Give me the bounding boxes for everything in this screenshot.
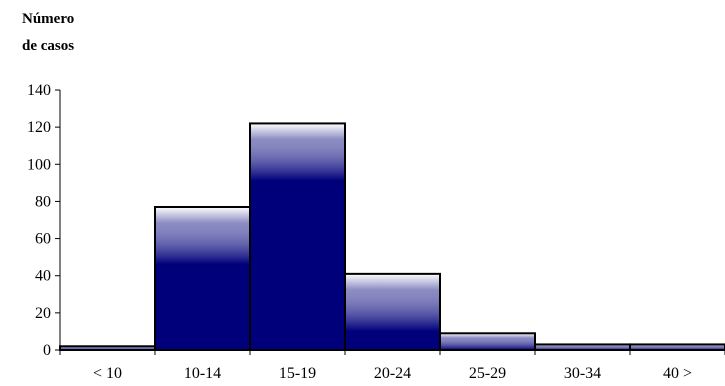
bar-highlight-6	[535, 344, 630, 350]
bar-highlight-7	[630, 344, 725, 350]
y-tick-label-0: 0	[43, 342, 51, 359]
axes-layer: 0 20 40 60 80 100 120 140 < 10 10-14 15-19 20-24 25-…	[27, 82, 725, 382]
y-tick-label-40: 40	[35, 268, 51, 285]
bar-highlight-4	[345, 273, 440, 332]
x-tick-label-6: 30-34	[564, 365, 601, 382]
bar-highlight-5	[440, 333, 535, 350]
bars-layer	[59, 122, 725, 352]
x-tick-label-4: 20-24	[374, 365, 411, 382]
y-axis-label-line-1: Número	[22, 11, 74, 27]
x-tick-label-7: 40 >	[663, 365, 692, 382]
y-tick-label-80: 80	[35, 193, 51, 210]
y-tick-label-100: 100	[27, 156, 51, 173]
x-tick-label-3: 15-19	[279, 365, 316, 382]
x-tick-label-2: 10-14	[184, 365, 221, 382]
y-tick-label-120: 120	[27, 119, 51, 136]
x-tick-label-5: 25-29	[469, 365, 506, 382]
bar-highlight-3	[250, 123, 345, 181]
y-tick-label-140: 140	[27, 82, 51, 99]
x-tick-label-1: < 10	[93, 365, 122, 382]
y-tick-label-60: 60	[35, 231, 51, 248]
bar-highlight-1	[60, 346, 155, 350]
y-tick-label-20: 20	[35, 305, 51, 322]
y-axis-label-line-2: de casos	[22, 38, 74, 54]
bar-highlight-2	[155, 207, 250, 265]
